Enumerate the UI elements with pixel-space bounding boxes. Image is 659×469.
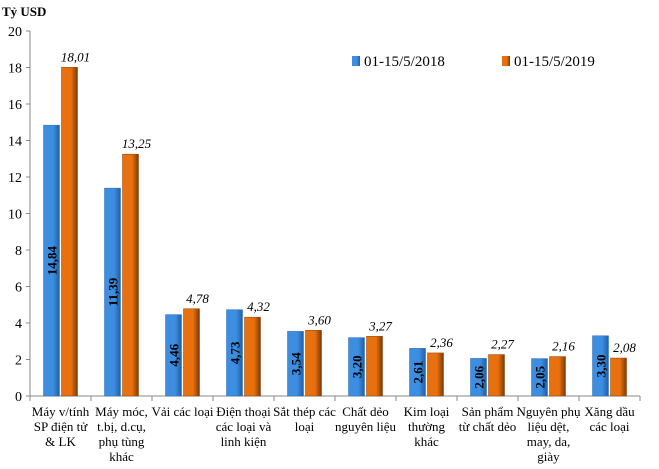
data-label: 2,61	[411, 361, 426, 384]
x-tick-label: Điện thoại các loại và linh kiện	[215, 404, 272, 449]
data-label: 2,06	[472, 365, 487, 388]
legend-label: 01-15/5/2019	[514, 54, 595, 70]
data-label: 13,25	[122, 136, 152, 151]
data-label: 2,08	[613, 340, 636, 355]
x-tick-label: Xăng dầu các loại	[584, 404, 635, 434]
data-label: 2,16	[552, 339, 575, 354]
x-tick-label: Máy v/tính SP điện tử & LK	[31, 404, 90, 449]
bar	[183, 308, 200, 397]
y-tick-label: 10	[8, 208, 22, 223]
y-tick-label: 12	[8, 171, 22, 186]
bar	[409, 348, 426, 397]
bar	[43, 124, 60, 397]
bar	[226, 309, 243, 397]
data-label: 3,27	[368, 318, 392, 333]
data-label: 18,01	[61, 49, 90, 64]
y-tick-label: 14	[8, 135, 22, 150]
x-tick-label: Máy móc, t.bị, d.cụ, phụ tùng khác	[95, 404, 148, 464]
bar	[531, 358, 548, 397]
bar	[61, 67, 78, 397]
y-tick-label: 16	[8, 98, 22, 113]
data-label: 4,46	[167, 343, 182, 366]
y-axis-title: Tỷ USD	[2, 4, 47, 19]
data-label: 3,60	[307, 312, 331, 327]
bar	[244, 316, 261, 397]
y-tick-label: 2	[15, 354, 22, 369]
bar	[549, 356, 566, 397]
bar	[470, 358, 487, 397]
legend-label: 01-15/5/2018	[364, 54, 445, 70]
data-label: 4,78	[186, 291, 209, 306]
data-label: 3,54	[289, 352, 304, 375]
y-tick-label: 4	[15, 317, 22, 332]
legend-swatch	[502, 56, 510, 66]
y-tick-label: 0	[15, 390, 22, 405]
data-label: 4,73	[228, 341, 243, 364]
bar	[305, 330, 322, 397]
bar	[366, 336, 383, 397]
bar	[610, 357, 627, 397]
data-label: 2,27	[491, 337, 514, 352]
y-tick-label: 20	[8, 25, 22, 40]
legend-swatch	[352, 56, 360, 66]
bar	[165, 314, 182, 397]
data-label: 3,30	[594, 355, 609, 378]
data-label: 3,20	[350, 355, 365, 378]
data-label: 14,84	[45, 245, 60, 275]
bar	[122, 153, 139, 397]
bar	[488, 354, 505, 397]
x-tick-label: Kim loại thường khác	[403, 404, 450, 449]
x-tick-label: Vải các loại	[151, 404, 214, 419]
bar	[427, 352, 444, 397]
bar	[592, 335, 609, 397]
data-label: 2,36	[430, 335, 453, 350]
y-tick-label: 6	[15, 281, 22, 296]
x-tick-label: Nguyên phụ liệu dệt, may, da, giày	[516, 404, 581, 464]
x-tick-label: Sản phẩm từ chất dẻo	[458, 404, 517, 434]
y-tick-label: 18	[8, 62, 22, 77]
data-label: 2,05	[533, 365, 548, 388]
x-tick-label: Sắt thép các loại	[273, 404, 336, 434]
bar	[287, 331, 304, 397]
x-tick-label: Chất dẻo nguyên liệu	[334, 404, 396, 434]
data-label: 11,39	[106, 277, 121, 306]
data-label: 4,32	[247, 299, 270, 314]
bar	[348, 337, 365, 397]
y-tick-label: 8	[15, 244, 22, 259]
bar	[104, 187, 121, 397]
